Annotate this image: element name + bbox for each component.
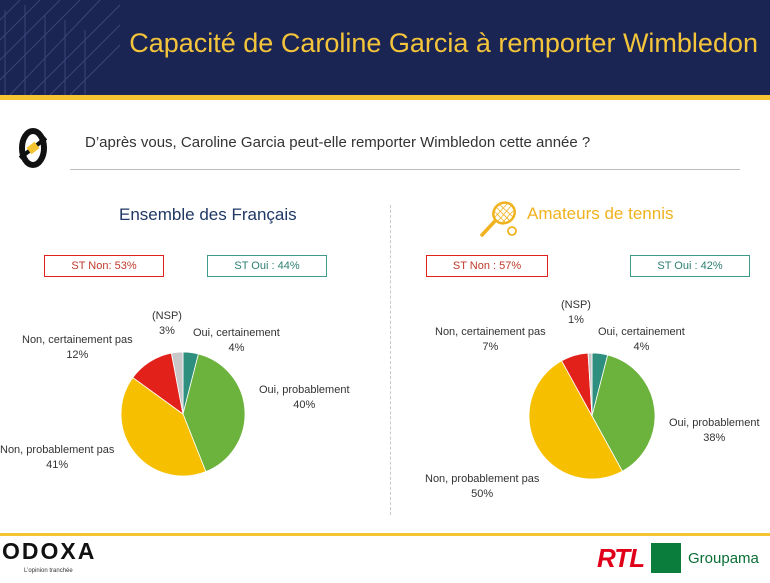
right-panel-title: Amateurs de tennis (527, 204, 674, 223)
left-st-non-badge: ST Non: 53% (44, 255, 164, 277)
right-label-oui-probablement: Oui, probablement 38% (669, 417, 760, 444)
slice-oui-probablement (591, 354, 656, 472)
decorative-pattern (0, 0, 120, 95)
odoxa-mark-icon (18, 128, 48, 168)
survey-question: D’après vous, Caroline Garcia peut-elle … (85, 134, 591, 151)
slice-non-probablement-pas (120, 376, 207, 477)
odoxa-tagline: L’opinion tranchée (24, 568, 73, 574)
left-label-non-probablement-pas: Non, probablement pas 41% (0, 444, 115, 471)
slice-nsp (587, 352, 593, 417)
left-panel-title: Ensemble des Français (119, 205, 297, 224)
tennis-racket-icon (480, 201, 517, 237)
groupama-leaf-icon (651, 543, 681, 573)
left-label-oui-certainement: Oui, certainement 4% (193, 327, 280, 354)
left-pie-chart (120, 351, 246, 477)
left-st-oui-badge: ST Oui : 44% (207, 255, 327, 277)
left-label-oui-probablement: Oui, probablement 40% (259, 384, 350, 411)
slice-non-probablement-pas (528, 360, 623, 480)
right-label-non-certainement-pas: Non, certainement pas 7% (435, 326, 546, 353)
footer-line (0, 533, 770, 536)
header-underline (0, 95, 770, 100)
groupama-logo: Groupama (688, 550, 759, 567)
panel-divider (390, 205, 391, 515)
right-st-non-badge: ST Non : 57% (426, 255, 548, 277)
right-label-nsp: (NSP) 1% (561, 299, 591, 326)
right-st-oui-badge: ST Oui : 42% (630, 255, 750, 277)
slice-nsp (170, 351, 184, 415)
right-label-oui-certainement: Oui, certainement 4% (598, 326, 685, 353)
question-divider (70, 169, 740, 170)
page-title: Capacité de Caroline Garcia à remporter … (129, 28, 758, 58)
slice-oui-probablement (182, 353, 246, 473)
left-label-nsp: (NSP) 3% (152, 310, 182, 337)
left-label-non-certainement-pas: Non, certainement pas 12% (22, 334, 133, 361)
right-label-non-probablement-pas: Non, probablement pas 50% (425, 473, 540, 500)
header-banner: Capacité de Caroline Garcia à remporter … (0, 0, 770, 95)
odoxa-logo: ODOXA (2, 538, 97, 564)
right-pie-chart (528, 352, 656, 480)
rtl-logo: RTL (597, 543, 645, 573)
